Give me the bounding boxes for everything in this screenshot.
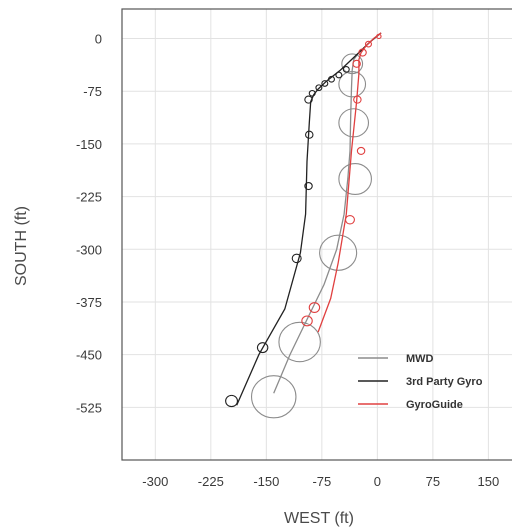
uncertainty-circle <box>308 302 321 314</box>
uncertainty-circle <box>338 108 370 138</box>
grid <box>122 9 512 460</box>
x-tick-label: 150 <box>478 474 500 489</box>
uncertainty-circle <box>338 70 367 98</box>
series-line <box>236 32 382 406</box>
uncertainty-circle <box>358 48 367 57</box>
y-tick-label: -225 <box>76 190 102 205</box>
uncertainty-circle <box>291 253 302 264</box>
tick-labels: -300 -225 -150 -75 0 75 150 0 -75 -150 -225 -300 -37… <box>76 32 499 489</box>
series-layer <box>225 32 382 419</box>
y-tick-label: -75 <box>83 84 102 99</box>
y-axis-title: SOUTH (ft) <box>13 206 30 286</box>
series-line <box>317 32 382 333</box>
uncertainty-circle <box>250 375 297 419</box>
uncertainty-circle <box>225 394 239 408</box>
uncertainty-circle <box>304 181 313 191</box>
uncertainty-circle <box>356 146 366 155</box>
legend-label: 3rd Party Gyro <box>406 376 483 388</box>
series-1 <box>225 32 382 408</box>
x-tick-label: 75 <box>426 474 440 489</box>
y-tick-label: -150 <box>76 137 102 152</box>
uncertainty-circle <box>256 342 269 354</box>
y-tick-label: 0 <box>95 32 102 47</box>
uncertainty-circle <box>319 234 358 271</box>
uncertainty-circle <box>327 75 335 83</box>
legend-label: MWD <box>406 353 434 365</box>
uncertainty-circle <box>341 53 364 75</box>
uncertainty-circle <box>278 321 321 363</box>
x-tick-label: -300 <box>142 474 168 489</box>
uncertainty-circle <box>304 95 313 104</box>
uncertainty-circle <box>335 71 343 79</box>
x-tick-label: -150 <box>253 474 279 489</box>
legend: MWD 3rd Party Gyro GyroGuide <box>358 353 483 411</box>
uncertainty-circle <box>305 130 314 139</box>
uncertainty-circle <box>308 89 316 97</box>
legend-label: GyroGuide <box>406 399 463 411</box>
uncertainty-circle <box>315 84 323 92</box>
uncertainty-circle <box>338 162 372 196</box>
uncertainty-circle <box>376 33 382 40</box>
uncertainty-circle <box>352 59 361 68</box>
x-tick-label: -225 <box>198 474 224 489</box>
uncertainty-circle <box>301 315 313 327</box>
uncertainty-circle <box>353 95 362 104</box>
uncertainty-circle <box>342 66 350 73</box>
y-tick-label: -375 <box>76 295 102 310</box>
uncertainty-circle <box>321 80 329 87</box>
series-2 <box>301 32 382 333</box>
y-tick-label: -450 <box>76 348 102 363</box>
plot-frame <box>121 8 512 461</box>
uncertainty-circle <box>364 40 372 48</box>
x-tick-label: -75 <box>312 474 331 489</box>
y-tick-label: -300 <box>76 242 102 257</box>
x-axis-title: WEST (ft) <box>284 510 354 527</box>
uncertainty-circle <box>344 214 355 225</box>
y-tick-label: -525 <box>76 400 102 415</box>
x-tick-label: 0 <box>374 474 381 489</box>
